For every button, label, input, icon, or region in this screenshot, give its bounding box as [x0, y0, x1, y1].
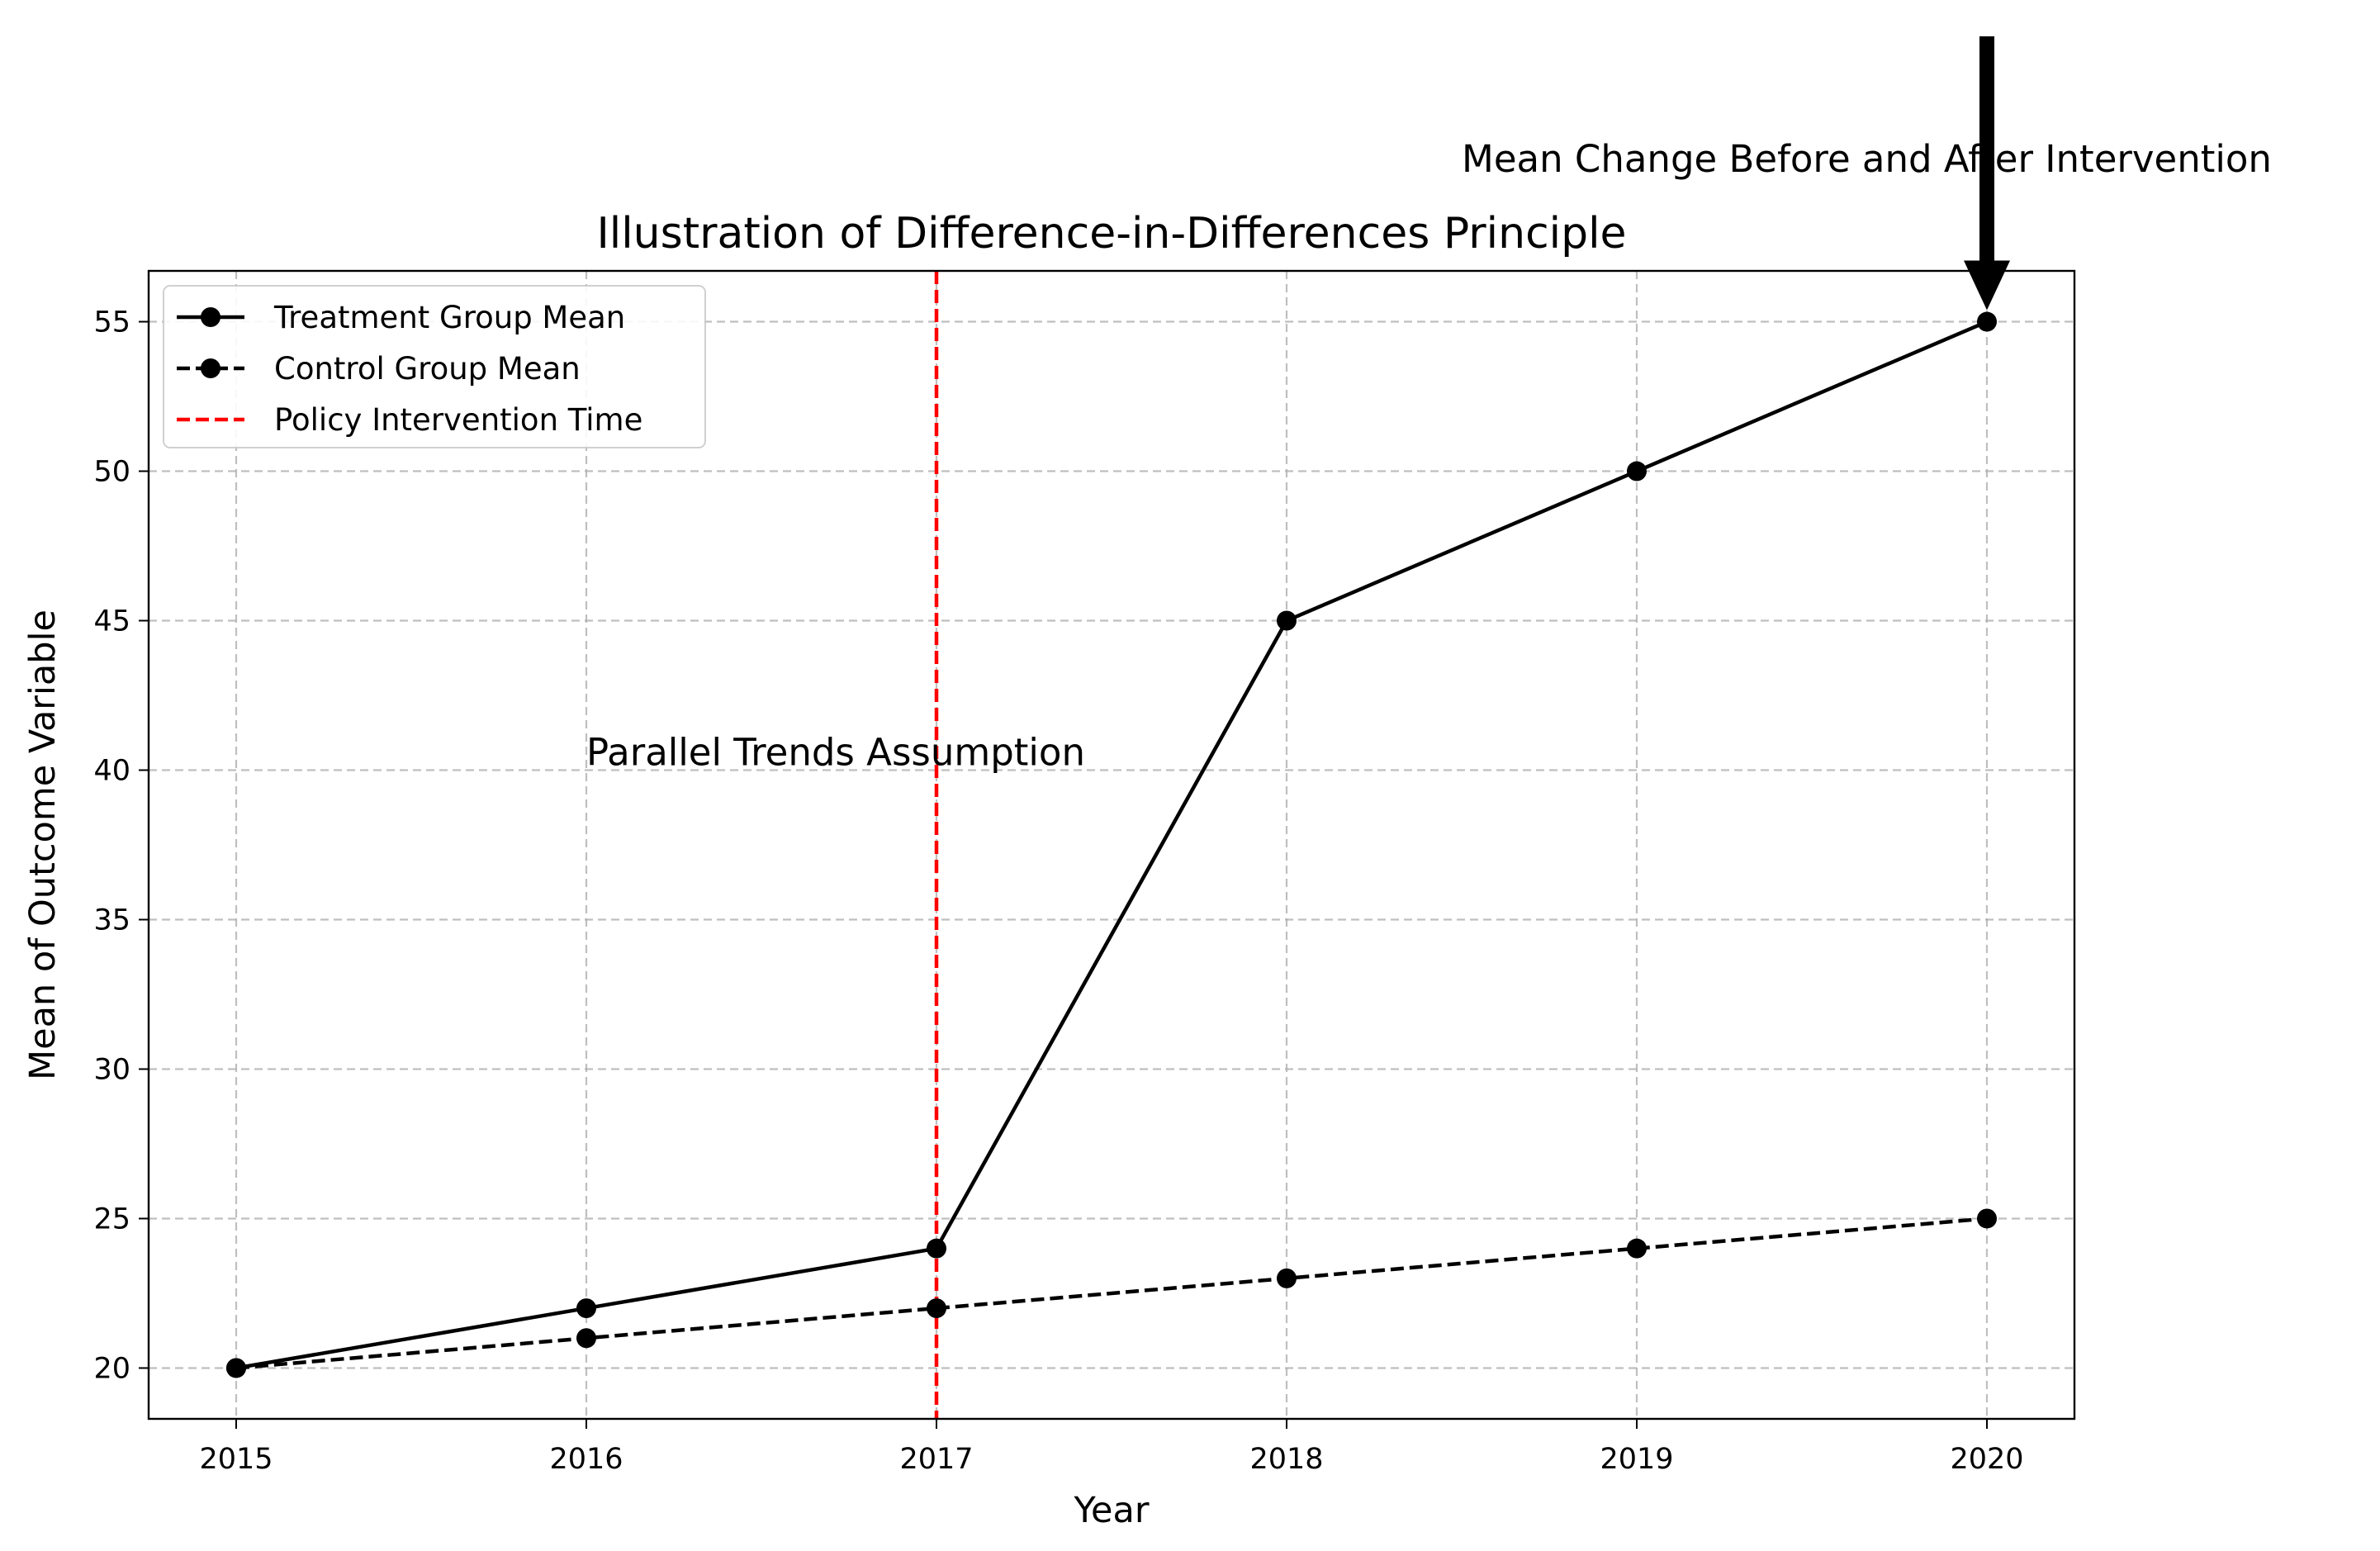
x-tick-label: 2018 — [1249, 1443, 1323, 1476]
annotation-mean-change: Mean Change Before and After Interventio… — [1462, 137, 2272, 181]
x-tick-label: 2015 — [199, 1443, 273, 1476]
y-tick-label: 45 — [93, 605, 130, 638]
data-point-control — [1627, 1238, 1647, 1259]
data-point-control — [226, 1358, 246, 1378]
y-tick-label: 55 — [93, 306, 130, 339]
x-tick-label: 2016 — [549, 1443, 623, 1476]
series-line-control — [235, 1217, 1988, 1370]
x-tick-label: 2019 — [1600, 1443, 1673, 1476]
annotation-layer: Parallel Trends Assumption Mean Change Be… — [586, 36, 2272, 775]
data-point-control — [927, 1298, 946, 1319]
data-point-control — [1277, 1268, 1297, 1288]
data-point-treatment — [927, 1238, 946, 1259]
chart-title: Illustration of Difference-in-Difference… — [596, 209, 1626, 258]
x-tick-label: 2017 — [899, 1443, 973, 1476]
legend: Treatment Group Mean Control Group Mean Po… — [163, 285, 706, 448]
y-tick-label: 35 — [93, 904, 130, 937]
y-tick-label: 20 — [93, 1352, 130, 1385]
series-line-treatment — [235, 320, 1988, 1370]
data-point-treatment — [576, 1298, 596, 1319]
annotation-arrow-head — [1964, 260, 2010, 311]
legend-box — [163, 285, 706, 448]
legend-label-treatment: Treatment Group Mean — [273, 300, 625, 335]
x-axis-label: Year — [1073, 1490, 1149, 1531]
data-point-control — [576, 1328, 596, 1349]
annotation-arrow-shaft — [1979, 36, 1994, 264]
data-point-control — [1977, 1208, 1997, 1229]
annotation-parallel-trends: Parallel Trends Assumption — [586, 731, 1085, 775]
y-tick-label: 30 — [93, 1053, 130, 1086]
y-axis-label: Mean of Outcome Variable — [22, 609, 64, 1080]
data-point-treatment — [1627, 461, 1647, 481]
y-tick-label: 25 — [93, 1202, 130, 1236]
plot-frame — [147, 269, 2076, 1421]
legend-marker-treatment — [201, 307, 220, 327]
y-tick-label: 40 — [93, 755, 130, 788]
x-tick-label: 2020 — [1950, 1443, 2023, 1476]
legend-label-policy: Policy Intervention Time — [274, 402, 642, 438]
legend-marker-control — [201, 358, 220, 378]
data-point-treatment — [1977, 311, 1997, 332]
legend-label-control: Control Group Mean — [274, 351, 581, 387]
series-layer — [226, 311, 1997, 1378]
data-point-treatment — [1277, 610, 1297, 631]
y-tick-label: 50 — [93, 456, 130, 489]
